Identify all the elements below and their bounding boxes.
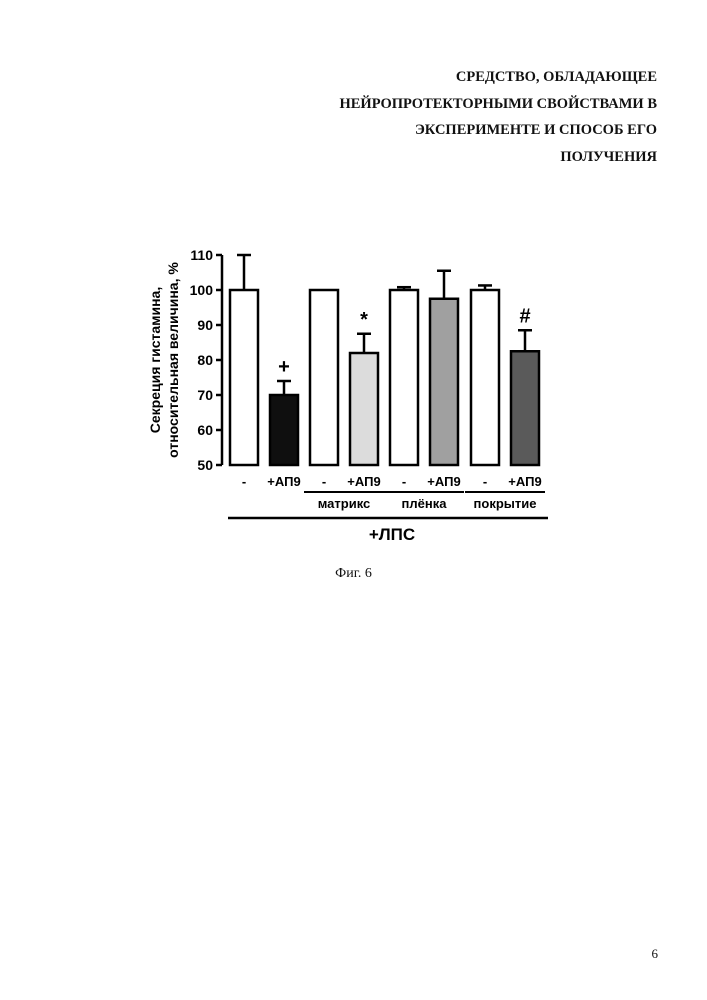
bar — [430, 299, 458, 465]
x-tick-label: +АП9 — [508, 474, 541, 489]
x-tick-label: +АП9 — [347, 474, 380, 489]
y-tick-label: 70 — [197, 387, 213, 403]
significance-marker: # — [519, 305, 530, 327]
histamine-bar-chart: 50 60 70 80 90 100 110 Секреция гистамина,относ… — [0, 0, 707, 560]
figure-caption: Фиг. 6 — [0, 566, 707, 582]
bar — [310, 290, 338, 465]
bar — [270, 395, 298, 465]
y-axis-label: Секреция гистамина, — [147, 287, 163, 433]
y-axis-label: относительная величина, % — [165, 262, 181, 458]
x-tick-label: +АП9 — [427, 474, 460, 489]
bar — [511, 351, 539, 465]
x-tick-label: - — [483, 474, 487, 489]
treatment-label: +ЛПС — [369, 525, 415, 544]
y-tick-label: 100 — [190, 282, 214, 298]
x-tick-label: - — [402, 474, 406, 489]
x-tick-label: - — [242, 474, 246, 489]
bar — [471, 290, 499, 465]
page-number: 6 — [652, 946, 659, 962]
y-tick-label: 90 — [197, 317, 213, 333]
group-label: плёнка — [402, 496, 448, 511]
bar — [230, 290, 258, 465]
y-tick-label: 110 — [190, 247, 213, 263]
significance-marker: + — [278, 356, 290, 378]
group-label: матрикс — [318, 496, 371, 511]
y-tick-label: 80 — [197, 352, 213, 368]
x-tick-label: - — [322, 474, 326, 489]
y-tick-label: 50 — [197, 457, 213, 473]
significance-marker: * — [360, 309, 368, 331]
group-label: покрытие — [474, 496, 537, 511]
x-tick-label: +АП9 — [267, 474, 300, 489]
bar — [390, 290, 418, 465]
bar — [350, 353, 378, 465]
y-tick-label: 60 — [197, 422, 213, 438]
